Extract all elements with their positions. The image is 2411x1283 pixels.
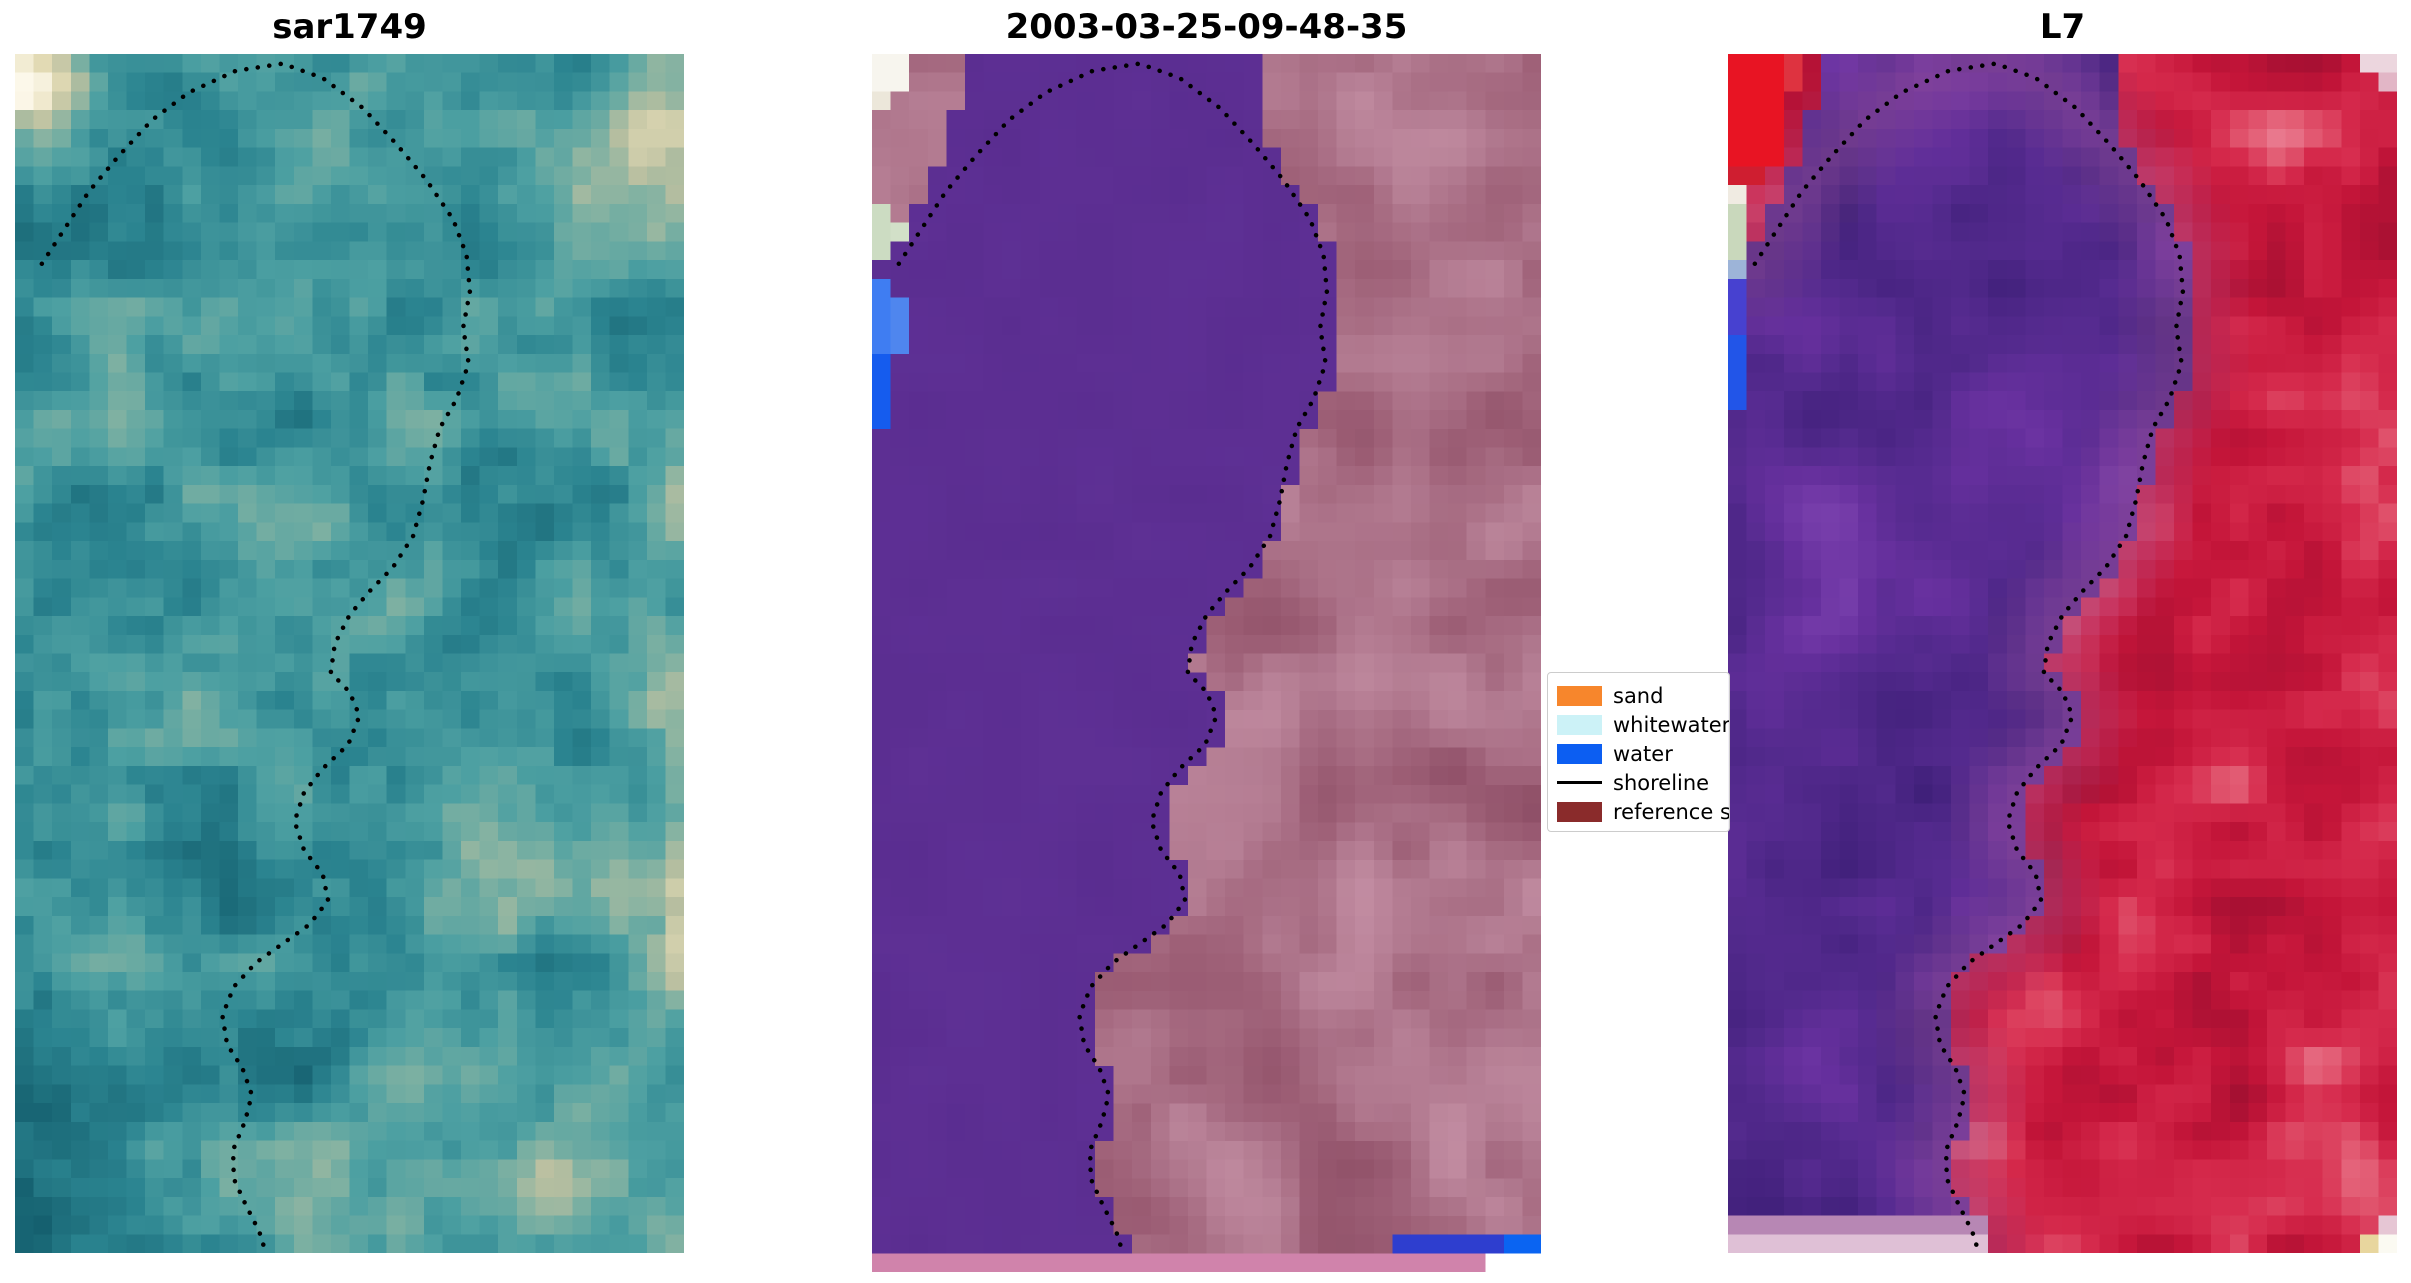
panel-title-classification: 2003-03-25-09-48-35: [1005, 7, 1408, 47]
panel-sar1749: sar1749: [15, 0, 684, 1253]
sar-image-box: [15, 54, 684, 1253]
classification-image-box: [872, 54, 1541, 1272]
legend-item-reference-shoreline: reference shoreline: [1557, 797, 1729, 826]
legend-swatch-water: [1557, 743, 1602, 764]
l7-image-box: [1728, 54, 2397, 1253]
panel-l7: L7: [1728, 0, 2397, 1253]
legend-label-shoreline: shoreline: [1613, 770, 1710, 795]
legend-item-water: water: [1557, 739, 1729, 768]
legend-item-shoreline: shoreline: [1557, 768, 1729, 797]
legend-swatch-reference-shoreline: [1557, 801, 1602, 822]
legend-item-whitewater: whitewater: [1557, 710, 1729, 739]
legend-label-reference-shoreline: reference shoreline: [1613, 799, 1730, 824]
sar-image: [15, 54, 684, 1253]
l7-image: [1728, 54, 2397, 1253]
panel-classification: 2003-03-25-09-48-35: [872, 0, 1541, 1272]
legend-swatch-sand: [1557, 685, 1602, 706]
classification-image: [872, 54, 1541, 1272]
legend-label-whitewater: whitewater: [1613, 712, 1730, 737]
legend-item-sand: sand: [1557, 681, 1729, 710]
legend-swatch-whitewater: [1557, 714, 1602, 735]
panel-title-l7: L7: [2039, 7, 2086, 47]
legend-line-shoreline: [1557, 781, 1602, 784]
legend-label-water: water: [1613, 741, 1673, 766]
panel-title-sar1749: sar1749: [272, 7, 427, 47]
legend-label-sand: sand: [1613, 683, 1664, 708]
legend: sand whitewater water shoreline referenc…: [1547, 672, 1730, 832]
